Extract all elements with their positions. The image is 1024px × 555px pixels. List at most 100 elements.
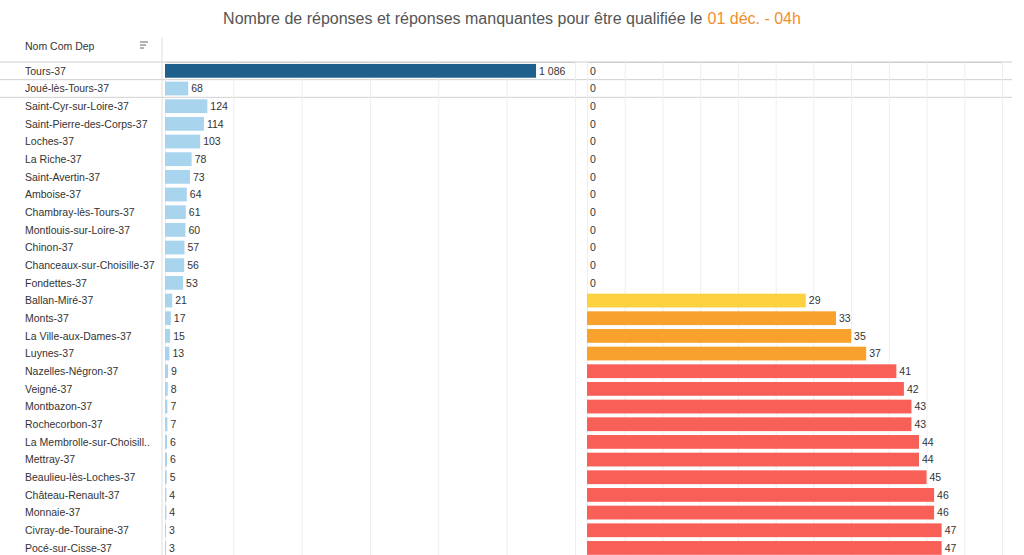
bar — [587, 311, 836, 325]
bar — [587, 523, 942, 537]
bar — [165, 170, 190, 184]
bar — [587, 82, 588, 96]
tick — [370, 62, 371, 555]
x-axis — [166, 62, 576, 555]
grid-line — [370, 62, 371, 555]
category-label: Tours-37 — [25, 65, 66, 77]
bar — [165, 135, 200, 149]
data-label: 0 — [590, 171, 596, 183]
data-label: 0 — [590, 277, 596, 289]
data-label: 29 — [809, 294, 821, 306]
category-label: Veigné-37 — [25, 383, 72, 395]
data-label: 47 — [945, 524, 957, 536]
tick — [302, 62, 303, 555]
bar — [587, 541, 942, 555]
x-axis — [588, 62, 1003, 555]
background — [0, 0, 1024, 555]
category-label: Montbazon-37 — [25, 400, 92, 412]
data-label: 4 — [169, 506, 175, 518]
bar — [165, 382, 168, 396]
data-label: 44 — [922, 436, 934, 448]
data-label: 33 — [839, 312, 851, 324]
bar — [165, 205, 186, 219]
data-label: 0 — [590, 241, 596, 253]
bar — [587, 170, 588, 184]
data-label: 47 — [945, 542, 957, 554]
data-label: 21 — [175, 294, 187, 306]
data-label: 44 — [922, 453, 934, 465]
title-main: Nombre de réponses et réponses manquante… — [223, 10, 703, 27]
data-label: 42 — [907, 383, 919, 395]
bar — [587, 99, 588, 113]
data-label: 43 — [914, 418, 926, 430]
data-label: 8 — [171, 383, 177, 395]
data-label: 114 — [207, 118, 224, 130]
header-separator — [0, 62, 1012, 63]
tick — [438, 62, 439, 555]
tick — [927, 62, 928, 555]
data-label: 0 — [590, 135, 596, 147]
category-label: Joué-lès-Tours-37 — [25, 82, 109, 94]
category-label: Civray-de-Touraine-37 — [25, 524, 129, 536]
grid-line — [575, 62, 576, 555]
grid-line — [964, 62, 965, 555]
grid-line — [927, 62, 928, 555]
grid-line — [233, 62, 234, 555]
bar — [165, 347, 169, 361]
data-label: 0 — [590, 118, 596, 130]
data-label: 0 — [590, 206, 596, 218]
bars — [165, 64, 536, 555]
data-label: 7 — [170, 418, 176, 430]
sort-icon[interactable] — [140, 42, 148, 48]
tick — [507, 62, 508, 555]
column-separator — [162, 38, 163, 555]
data-label: 37 — [869, 347, 881, 359]
category-label: La Membrolle-sur-Choisill.. — [25, 436, 150, 448]
data-label: 4 — [169, 489, 175, 501]
category-label: Mettray-37 — [25, 453, 75, 465]
bar — [165, 488, 166, 502]
bar — [587, 435, 919, 449]
data-label: 0 — [590, 259, 596, 271]
grid-line — [438, 62, 439, 555]
data-label: 0 — [590, 82, 596, 94]
data-label: 46 — [937, 489, 949, 501]
bar — [165, 276, 183, 290]
sort-icon-line — [140, 48, 144, 49]
category-label: Chanceaux-sur-Choisille-37 — [25, 259, 155, 271]
category-label: Saint-Cyr-sur-Loire-37 — [25, 100, 129, 112]
bar — [587, 382, 904, 396]
bar — [165, 435, 167, 449]
bar — [165, 294, 172, 308]
tick — [964, 62, 965, 555]
bar — [165, 258, 184, 272]
data-label: 41 — [899, 365, 911, 377]
bar — [165, 400, 167, 414]
data-label: 73 — [193, 171, 205, 183]
data-label: 64 — [190, 188, 202, 200]
data-label: 0 — [590, 153, 596, 165]
bar — [587, 488, 934, 502]
bar — [587, 258, 588, 272]
category-label: Beaulieu-lès-Loches-37 — [25, 471, 135, 483]
category-label: Montlouis-sur-Loire-37 — [25, 224, 130, 236]
bar — [165, 453, 167, 467]
bar — [165, 364, 168, 378]
title: Nombre de réponses et réponses manquante… — [223, 10, 801, 27]
category-label: Fondettes-37 — [25, 277, 87, 289]
category-label: Monnaie-37 — [25, 506, 81, 518]
bar — [587, 223, 588, 237]
grid-line — [507, 62, 508, 555]
bar — [587, 470, 927, 484]
bar — [165, 417, 167, 431]
bar — [587, 453, 919, 467]
bars — [587, 294, 942, 555]
data-label: 56 — [187, 259, 199, 271]
bar — [165, 64, 536, 78]
bar — [587, 417, 911, 431]
bar — [165, 523, 166, 537]
data-label: 35 — [854, 330, 866, 342]
data-label: 0 — [590, 188, 596, 200]
data-labels: 1 08668124114103787364616057565321171513… — [169, 65, 565, 554]
bar — [165, 223, 186, 237]
